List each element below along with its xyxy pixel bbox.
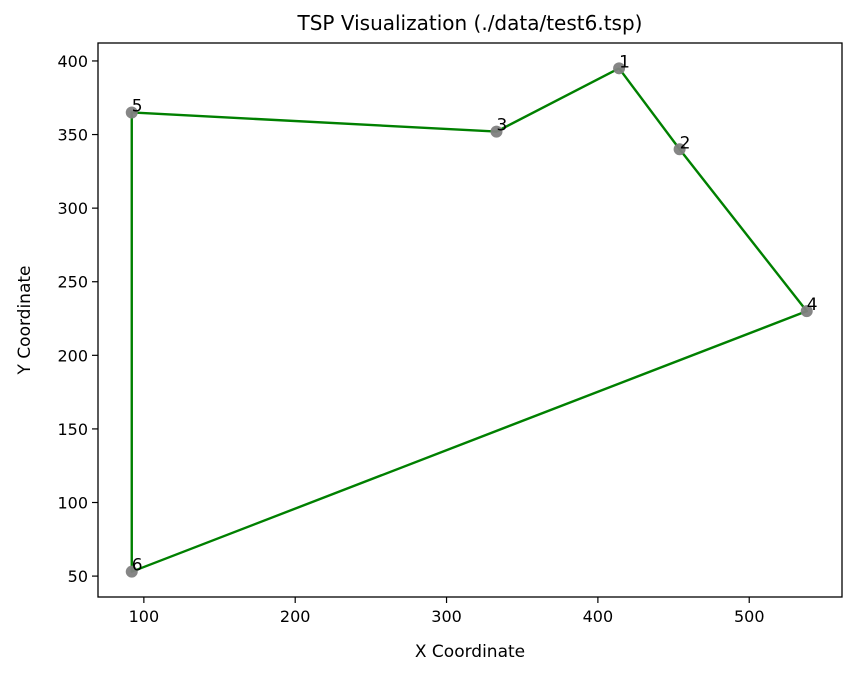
city-label-6: 6 — [132, 556, 143, 576]
city-point-5 — [125, 106, 138, 119]
city-label-2: 2 — [680, 133, 691, 153]
y-tick-label: 250 — [57, 273, 88, 292]
city-point-2 — [673, 143, 686, 156]
y-tick-label: 300 — [57, 199, 88, 218]
x-tick-label: 200 — [280, 607, 311, 626]
axes-frame — [97, 42, 843, 598]
y-tick-label: 200 — [57, 346, 88, 365]
chart-title: TSP Visualization (./data/test6.tsp) — [297, 11, 643, 35]
city-point-4 — [800, 305, 813, 318]
city-label-5: 5 — [132, 96, 143, 116]
city-label-1: 1 — [619, 52, 630, 72]
x-axis-label: X Coordinate — [415, 642, 525, 662]
city-label-3: 3 — [496, 116, 507, 136]
x-tick-label: 500 — [734, 607, 765, 626]
x-tick-label: 100 — [129, 607, 160, 626]
x-tick-label: 300 — [431, 607, 462, 626]
y-tick-label: 100 — [57, 494, 88, 513]
city-points — [125, 62, 813, 578]
y-axis-label: Y Coordinate — [15, 266, 35, 376]
city-point-6 — [125, 565, 138, 578]
y-tick-label: 350 — [57, 126, 88, 145]
x-axis-ticks: 100 200 300 400 500 — [129, 597, 765, 626]
city-labels: 1 2 3 4 5 6 — [132, 52, 818, 575]
y-tick-label: 50 — [68, 567, 88, 586]
plot-area: 1 2 3 4 5 6 — [125, 52, 818, 578]
x-tick-label: 400 — [583, 607, 614, 626]
city-point-1 — [613, 62, 626, 75]
city-label-4: 4 — [807, 295, 818, 315]
y-axis-ticks: 50 100 150 200 250 300 350 400 — [57, 52, 98, 586]
y-tick-label: 400 — [57, 52, 88, 71]
y-tick-label: 150 — [57, 420, 88, 439]
city-point-3 — [490, 125, 503, 138]
